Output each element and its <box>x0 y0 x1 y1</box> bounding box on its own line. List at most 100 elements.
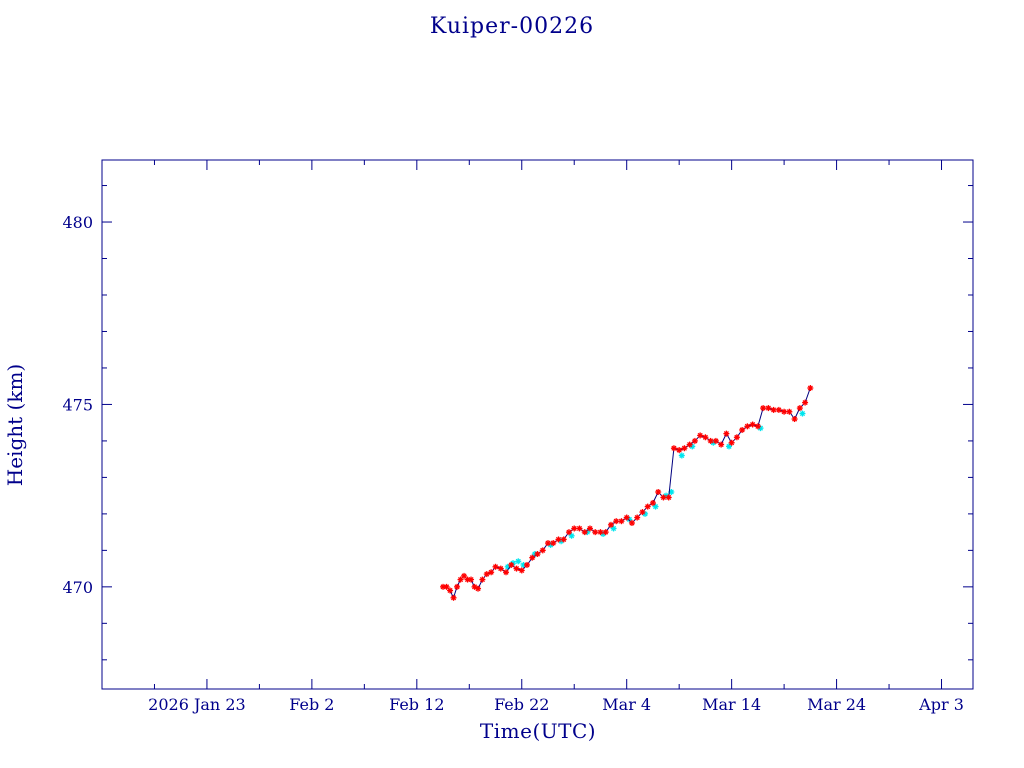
data-point <box>610 525 617 532</box>
point-stroke <box>689 443 695 449</box>
point-stroke <box>697 432 703 439</box>
chart-title: Kuiper-00226 <box>429 14 595 39</box>
data-point <box>765 405 772 412</box>
point-stroke <box>613 518 619 524</box>
point-stroke <box>650 500 656 506</box>
data-point <box>443 583 450 590</box>
point-stroke <box>652 504 659 510</box>
point-stroke <box>739 427 745 433</box>
point-stroke <box>582 529 588 535</box>
data-point <box>468 576 475 583</box>
series-red <box>440 385 814 601</box>
point-stroke <box>587 525 593 532</box>
point-stroke <box>447 587 453 594</box>
point-stroke <box>488 569 494 575</box>
data-point <box>702 434 709 441</box>
point-stroke <box>479 576 485 583</box>
x-tick-label: Feb 2 <box>289 695 334 714</box>
point-stroke <box>454 584 460 590</box>
point-stroke <box>608 522 614 528</box>
point-stroke <box>671 445 677 451</box>
data-point <box>544 540 551 547</box>
point-stroke <box>503 569 509 575</box>
point-stroke <box>718 442 724 448</box>
point-stroke <box>443 584 450 590</box>
x-axis-label: Time(UTC) <box>479 719 597 743</box>
axis-ticks <box>101 160 973 689</box>
data-point <box>515 558 522 565</box>
point-stroke <box>755 423 761 429</box>
data-point <box>592 529 599 536</box>
point-stroke <box>708 438 714 444</box>
point-stroke <box>668 489 674 495</box>
data-point <box>618 518 625 525</box>
data-point <box>775 406 782 413</box>
data-point <box>796 405 803 412</box>
point-stroke <box>713 438 719 444</box>
point-stroke <box>802 400 808 406</box>
point-stroke <box>471 584 478 590</box>
point-stroke <box>624 514 630 521</box>
point-stroke <box>468 576 474 583</box>
data-point <box>447 587 454 594</box>
point-stroke <box>781 409 787 415</box>
x-tick-label: Mar 14 <box>702 695 761 714</box>
data-point <box>791 416 798 423</box>
data-point <box>454 583 461 590</box>
data-point <box>508 561 515 568</box>
point-stroke <box>792 416 798 422</box>
data-point <box>712 437 719 444</box>
data-point <box>623 514 630 521</box>
data-point <box>754 423 761 430</box>
data-point <box>565 529 572 536</box>
point-stroke <box>634 514 640 521</box>
point-stroke <box>545 540 551 546</box>
data-point <box>670 445 677 452</box>
data-point <box>560 536 567 543</box>
point-stroke <box>750 421 756 428</box>
data-point <box>550 540 557 547</box>
point-stroke <box>569 533 575 539</box>
data-point <box>597 529 604 536</box>
data-point <box>744 423 751 430</box>
data-point <box>571 525 578 532</box>
point-stroke <box>776 407 782 413</box>
series-cyan <box>504 410 806 570</box>
y-tick-label: 470 <box>62 578 93 597</box>
point-stroke <box>524 562 530 568</box>
point-stroke <box>679 452 685 459</box>
data-point <box>718 441 725 448</box>
y-tick-label: 480 <box>62 213 93 232</box>
point-stroke <box>629 520 635 526</box>
data-point <box>681 445 688 452</box>
series-layer <box>440 385 814 601</box>
point-stroke <box>799 410 806 417</box>
point-stroke <box>723 431 729 437</box>
data-point <box>665 494 672 501</box>
data-point <box>786 408 793 415</box>
data-point <box>529 554 536 561</box>
point-stroke <box>550 540 556 546</box>
point-stroke <box>702 434 708 440</box>
data-point <box>457 576 464 583</box>
data-point <box>450 594 457 601</box>
point-stroke <box>642 511 648 517</box>
data-point <box>513 565 520 572</box>
point-stroke <box>757 425 764 431</box>
data-point <box>749 421 756 428</box>
data-point <box>488 569 495 576</box>
point-stroke <box>571 525 577 532</box>
x-tick-label: Feb 22 <box>494 695 549 714</box>
point-stroke <box>666 494 672 501</box>
data-point <box>733 434 740 441</box>
point-stroke <box>676 447 682 453</box>
data-point <box>581 529 588 536</box>
point-stroke <box>744 423 750 429</box>
data-point <box>576 525 583 532</box>
data-point <box>634 514 641 521</box>
data-point <box>613 518 620 525</box>
data-point <box>518 567 525 574</box>
point-stroke <box>807 385 813 391</box>
point-stroke <box>626 516 632 522</box>
